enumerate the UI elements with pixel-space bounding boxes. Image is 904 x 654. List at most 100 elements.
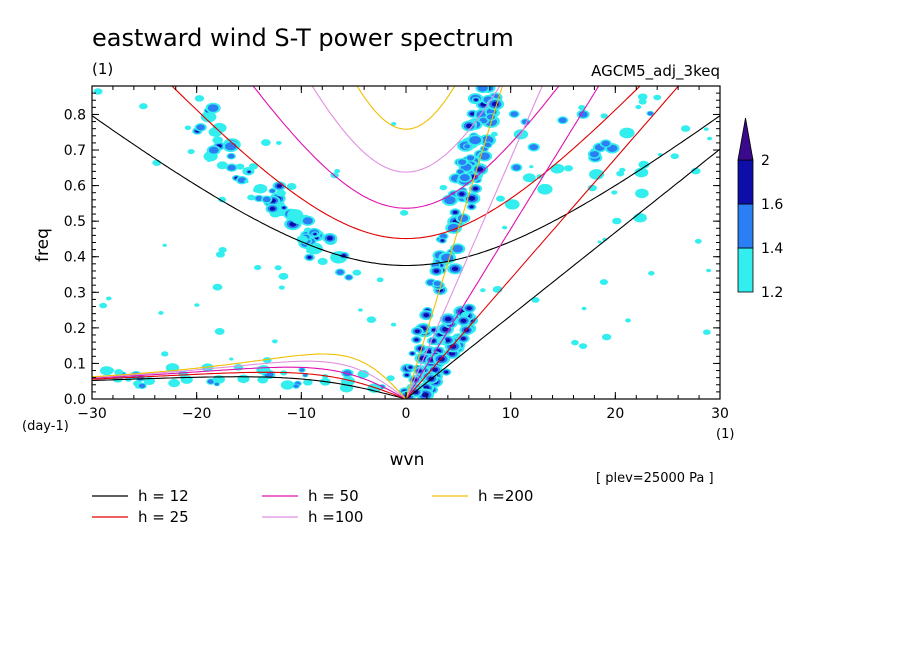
- spectral-contour: [599, 279, 609, 286]
- spectral-contour: [451, 266, 459, 272]
- spectral-contour: [287, 209, 304, 221]
- spectral-contour: [452, 245, 463, 253]
- spectral-contour: [479, 152, 490, 160]
- y-tick-label: 0.8: [64, 107, 86, 123]
- spectral-contour: [647, 111, 654, 116]
- spectral-contour: [460, 311, 463, 313]
- spectral-contour: [307, 255, 312, 259]
- spectral-contour: [235, 163, 245, 170]
- spectral-contour: [196, 124, 205, 131]
- spectral-contour: [422, 327, 425, 330]
- spectral-contour: [432, 340, 434, 342]
- spectral-contour: [399, 209, 409, 216]
- spectral-contour: [345, 275, 353, 280]
- dispersion-curve: [405, 86, 680, 399]
- spectral-contour: [218, 246, 227, 253]
- spectral-contour: [563, 165, 573, 172]
- spectral-contour: [459, 174, 470, 182]
- spectral-contour: [262, 196, 271, 203]
- spectral-contour: [616, 170, 625, 177]
- spectral-contour: [282, 206, 286, 209]
- spectral-contour: [278, 272, 289, 280]
- spectral-contour: [433, 329, 435, 331]
- spectral-contour: [336, 269, 344, 275]
- colorbar-segment: [737, 203, 754, 249]
- spectral-contour: [589, 150, 599, 158]
- spectral-contour: [212, 283, 223, 291]
- spectral-contour: [269, 206, 276, 211]
- spectral-contour: [410, 352, 415, 355]
- spectral-contour: [248, 163, 259, 170]
- spectral-contour: [237, 177, 247, 184]
- y-axis-label: freq: [33, 228, 53, 262]
- spectral-contour: [99, 302, 108, 309]
- spectral-contour: [670, 153, 679, 160]
- spectral-contour: [206, 158, 212, 162]
- spectral-contour: [303, 373, 308, 377]
- spectral-contour: [578, 343, 588, 349]
- spectral-contour: [496, 195, 505, 202]
- spectral-contour: [510, 111, 519, 117]
- spectral-contour: [468, 196, 476, 201]
- spectral-contour: [152, 159, 162, 166]
- spectral-contour: [466, 155, 475, 161]
- spectral-contour: [591, 169, 600, 176]
- x-axis-label: wvn: [390, 450, 425, 470]
- legend-label: h = 25: [138, 508, 189, 526]
- colorbar-arrow: [737, 117, 754, 161]
- spectral-contour: [469, 205, 474, 209]
- spectral-contour: [326, 236, 333, 241]
- spectral-contour: [529, 144, 539, 151]
- spectral-contour: [469, 136, 481, 145]
- spectral-contour: [161, 351, 169, 357]
- spectral-contour: [227, 153, 235, 159]
- spectral-contour: [276, 189, 286, 197]
- spectral-contour: [247, 170, 251, 173]
- chart-title: eastward wind S-T power spectrum: [92, 24, 514, 52]
- spectral-contour: [247, 194, 256, 201]
- spectral-contour: [472, 186, 479, 191]
- spectral-contour: [138, 383, 146, 389]
- spectral-contour: [430, 359, 433, 361]
- spectral-contour: [474, 98, 478, 102]
- spectral-contour: [464, 144, 471, 149]
- spectral-contour: [529, 165, 534, 169]
- dispersion-curve: [92, 371, 407, 399]
- spectral-contour: [550, 163, 565, 174]
- y-unit-label: (day-1): [22, 419, 69, 434]
- spectral-contour: [477, 86, 488, 92]
- spectral-contour: [470, 112, 475, 116]
- spectral-contour: [254, 264, 262, 271]
- spectral-contour: [447, 318, 450, 320]
- spectral-contour: [476, 167, 484, 172]
- spectral-contour: [194, 95, 205, 102]
- spectral-contour: [200, 111, 217, 123]
- spectral-contour: [504, 199, 520, 210]
- dispersion-curve: [171, 86, 641, 240]
- spectral-contour: [637, 93, 648, 101]
- spectral-contour: [601, 333, 612, 341]
- spectral-contour: [480, 288, 486, 293]
- colorbar: 1.2 1.4 1.6 2: [737, 117, 783, 301]
- spectral-contour: [214, 327, 225, 335]
- spectral-contour: [634, 167, 649, 178]
- spectral-contour: [299, 368, 305, 372]
- spectral-contour: [578, 111, 588, 118]
- spectral-contour: [484, 142, 492, 148]
- dispersion-curve: [405, 86, 600, 399]
- dispersion-curve: [92, 115, 720, 267]
- spectral-contour: [274, 265, 282, 271]
- spectral-contour: [334, 169, 341, 174]
- spectral-contour: [638, 160, 650, 169]
- x-tick-label: 10: [502, 406, 520, 422]
- spectral-contour: [261, 139, 271, 146]
- spectral-contour: [462, 320, 465, 322]
- x-tick-label: 20: [606, 406, 624, 422]
- spectral-contour: [158, 311, 164, 315]
- spectral-contour: [425, 314, 428, 316]
- spectral-contour: [286, 183, 297, 191]
- spectral-contour: [207, 379, 214, 384]
- spectral-contour: [214, 382, 219, 386]
- spectral-contour: [358, 308, 363, 312]
- dispersion-curve: [92, 353, 407, 399]
